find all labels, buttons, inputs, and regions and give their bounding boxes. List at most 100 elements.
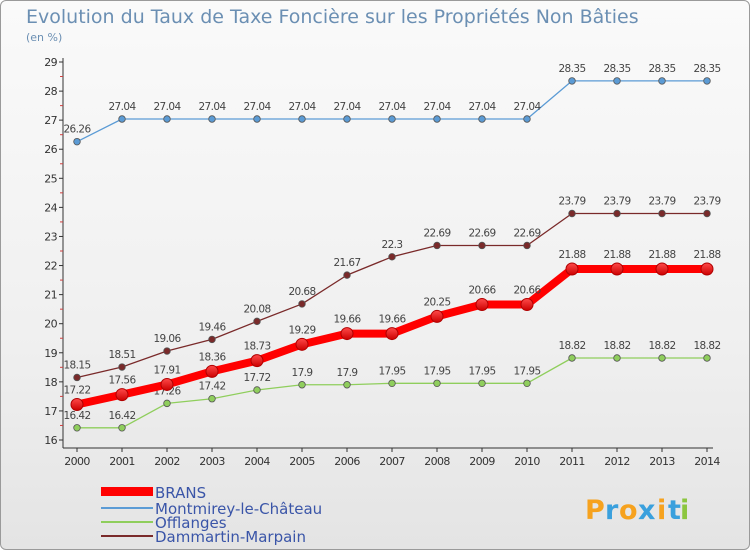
data-label: 17.95 <box>513 365 540 377</box>
data-label: 23.79 <box>693 195 720 207</box>
data-label: 18.82 <box>693 340 720 352</box>
data-label: 27.04 <box>513 101 541 113</box>
data-point <box>118 424 126 432</box>
x-tick-label: 2011 <box>559 455 585 468</box>
x-tick-label: 2003 <box>199 455 225 468</box>
x-tick-label: 2006 <box>334 455 360 468</box>
data-label: 28.35 <box>558 63 585 75</box>
data-point <box>205 364 219 378</box>
data-label: 20.66 <box>513 285 541 297</box>
logo-letter: t <box>668 495 681 526</box>
data-point <box>703 209 711 218</box>
data-point <box>340 327 354 341</box>
y-tick-label: 17 <box>44 405 57 418</box>
chart-subtitle: (en %) <box>26 31 62 44</box>
x-tick-label: 2008 <box>424 455 450 468</box>
legend-label: Offlanges <box>155 514 227 532</box>
data-label: 27.04 <box>423 101 451 113</box>
data-point <box>430 309 444 323</box>
data-point <box>610 262 624 276</box>
legend-label: BRANS <box>155 484 206 502</box>
data-point <box>520 298 534 312</box>
data-label: 17.9 <box>337 367 358 379</box>
x-tick-label: 2005 <box>289 455 315 468</box>
x-tick-label: 2013 <box>649 455 675 468</box>
data-label: 26.26 <box>63 124 91 136</box>
data-point <box>565 262 579 276</box>
data-point <box>163 399 171 408</box>
data-label: 17.95 <box>378 365 405 377</box>
logo-letter: x <box>638 495 655 526</box>
data-label: 21.88 <box>603 249 630 261</box>
y-tick-label: 26 <box>44 143 57 156</box>
data-label: 18.73 <box>243 341 270 353</box>
series-brans: 17.22 17.56 17.91 18.36 18.73 19.29 19.66 19.66… <box>63 249 721 412</box>
data-point <box>253 317 261 326</box>
data-point <box>295 337 309 351</box>
data-point <box>568 77 576 85</box>
chart-title: Evolution du Taux de Taxe Foncière sur l… <box>26 6 639 28</box>
x-tick-label: 2014 <box>694 455 720 468</box>
data-point <box>343 381 351 389</box>
data-point <box>343 271 351 279</box>
series-dammartin-marpain: 18.15 18.51 19.06 19.46 20.08 20.68 21.67 22.3 2… <box>63 195 721 382</box>
data-label: 19.66 <box>333 314 361 326</box>
data-label: 21.67 <box>333 257 360 269</box>
data-label: 18.82 <box>648 340 675 352</box>
data-point <box>118 115 126 123</box>
data-point <box>613 209 621 218</box>
data-point <box>253 115 261 123</box>
data-label: 23.79 <box>648 195 675 207</box>
series-layer: 26.26 27.04 27.04 27.04 27.04 27.04 27.04 27.04… <box>63 63 721 432</box>
x-tick-label: 2004 <box>244 455 270 468</box>
data-point <box>208 335 216 344</box>
legend-label: Montmirey-le-Château <box>155 500 322 518</box>
y-tick-label: 20 <box>44 318 57 331</box>
data-label: 19.66 <box>378 314 406 326</box>
data-label: 27.04 <box>333 101 361 113</box>
y-tick-label: 21 <box>44 289 57 302</box>
data-label: 28.35 <box>693 63 720 75</box>
data-label: 22.3 <box>382 239 403 251</box>
data-label: 19.46 <box>198 321 226 333</box>
data-point <box>478 241 486 250</box>
data-label: 19.06 <box>153 333 181 345</box>
data-point <box>658 77 666 85</box>
data-label: 27.04 <box>288 101 316 113</box>
data-point <box>523 115 531 123</box>
y-tick-label: 22 <box>44 260 57 273</box>
data-label: 27.04 <box>468 101 496 113</box>
data-label: 28.35 <box>603 63 630 75</box>
data-label: 19.29 <box>288 324 315 336</box>
data-label: 27.04 <box>198 101 226 113</box>
data-point <box>433 379 441 387</box>
y-tick-label: 24 <box>44 201 57 214</box>
x-tick-label: 2012 <box>604 455 630 468</box>
legend-entry: BRANS <box>101 484 206 502</box>
logo-letter: i <box>680 495 689 526</box>
data-label: 21.88 <box>558 249 585 261</box>
data-label: 27.04 <box>108 101 136 113</box>
data-point <box>163 347 171 355</box>
data-point <box>700 262 714 276</box>
data-label: 17.95 <box>423 365 450 377</box>
data-point <box>163 115 171 123</box>
axes: 16 17 18 19 20 21 22 23 24 25 26 27 28 29 2000 2001 2002… <box>44 56 721 468</box>
data-label: 22.69 <box>468 227 495 239</box>
y-tick-label: 16 <box>44 434 57 447</box>
data-point <box>343 115 351 123</box>
data-label: 27.04 <box>153 101 181 113</box>
data-label: 16.42 <box>63 410 90 422</box>
data-label: 20.25 <box>423 296 450 308</box>
logo-letter: r <box>605 495 619 526</box>
data-label: 17.22 <box>63 385 90 397</box>
data-point <box>568 209 576 218</box>
legend-label: Dammartin-Marpain <box>155 528 306 546</box>
data-label: 23.79 <box>603 195 630 207</box>
data-label: 17.91 <box>153 364 180 376</box>
x-tick-label: 2001 <box>109 455 135 468</box>
data-label: 27.04 <box>378 101 406 113</box>
y-tick-label: 23 <box>44 230 57 243</box>
data-label: 18.51 <box>108 349 135 361</box>
